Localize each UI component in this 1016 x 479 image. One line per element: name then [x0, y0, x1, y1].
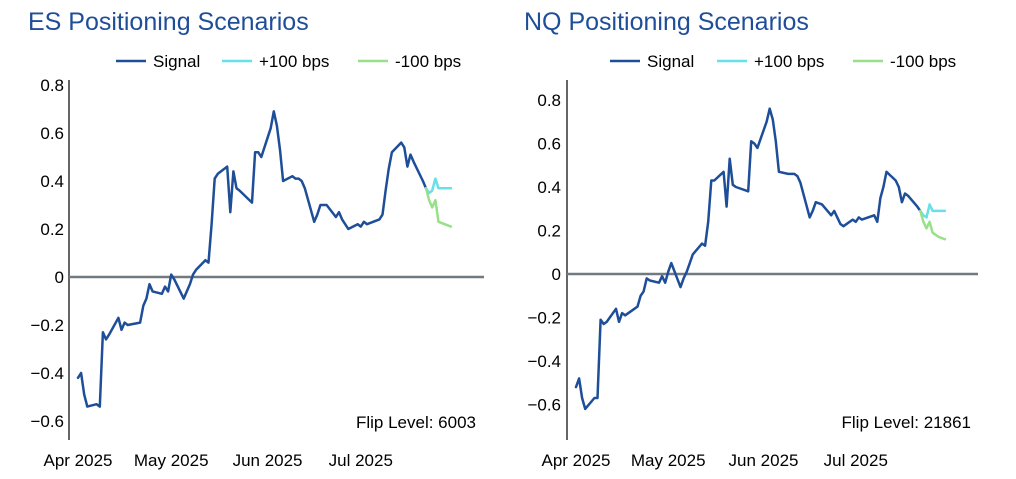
legend-label: -100 bps — [890, 52, 956, 71]
y-tick-label: 0.2 — [40, 220, 64, 239]
y-tick-label: −0.6 — [30, 412, 64, 431]
x-tick-label: Jun 2025 — [233, 451, 303, 470]
x-tick-label: Apr 2025 — [44, 451, 113, 470]
y-tick-label: −0.6 — [527, 396, 561, 415]
y-tick-label: 0.6 — [537, 135, 561, 154]
flip-level-annotation: Flip Level: 21861 — [842, 413, 971, 432]
legend-label: Signal — [647, 52, 694, 71]
es-chart: ES Positioning Scenarios Signal +100 bps -1… — [28, 8, 484, 470]
y-tick-label: 0 — [55, 268, 64, 287]
chart-title: NQ Positioning Scenarios — [524, 8, 809, 36]
series-line--100-bps — [919, 203, 947, 219]
y-tick-label: −0.4 — [527, 352, 561, 371]
series-line-signal — [76, 110, 428, 408]
y-tick-label: 0.4 — [537, 178, 561, 197]
y-tick-label: 0 — [552, 265, 561, 284]
nq-chart: NQ Positioning Scenarios Signal +100 bps -1… — [524, 8, 978, 470]
x-tick-label: Jun 2025 — [729, 451, 799, 470]
chart-title: ES Positioning Scenarios — [28, 8, 309, 36]
y-tick-label: 0.6 — [40, 124, 64, 143]
series-line--100-bps — [919, 209, 947, 241]
series-line-signal — [574, 107, 922, 411]
x-tick-label: Apr 2025 — [542, 451, 611, 470]
x-tick-label: May 2025 — [631, 451, 706, 470]
series-line--100-bps — [424, 186, 453, 228]
y-tick-label: 0.2 — [537, 222, 561, 241]
x-tick-label: May 2025 — [134, 451, 209, 470]
y-tick-label: −0.2 — [30, 316, 64, 335]
legend-label: +100 bps — [259, 52, 329, 71]
flip-level-annotation: Flip Level: 6003 — [356, 413, 476, 432]
series-line--100-bps — [424, 177, 453, 195]
y-tick-label: 0.4 — [40, 172, 64, 191]
legend-label: -100 bps — [395, 52, 461, 71]
legend-label: Signal — [153, 52, 200, 71]
x-tick-label: Jul 2025 — [824, 451, 888, 470]
y-tick-label: −0.2 — [527, 309, 561, 328]
x-tick-label: Jul 2025 — [329, 451, 393, 470]
y-tick-label: 0.8 — [537, 91, 561, 110]
y-tick-label: 0.8 — [40, 76, 64, 95]
y-tick-label: −0.4 — [30, 364, 64, 383]
legend-label: +100 bps — [754, 52, 824, 71]
